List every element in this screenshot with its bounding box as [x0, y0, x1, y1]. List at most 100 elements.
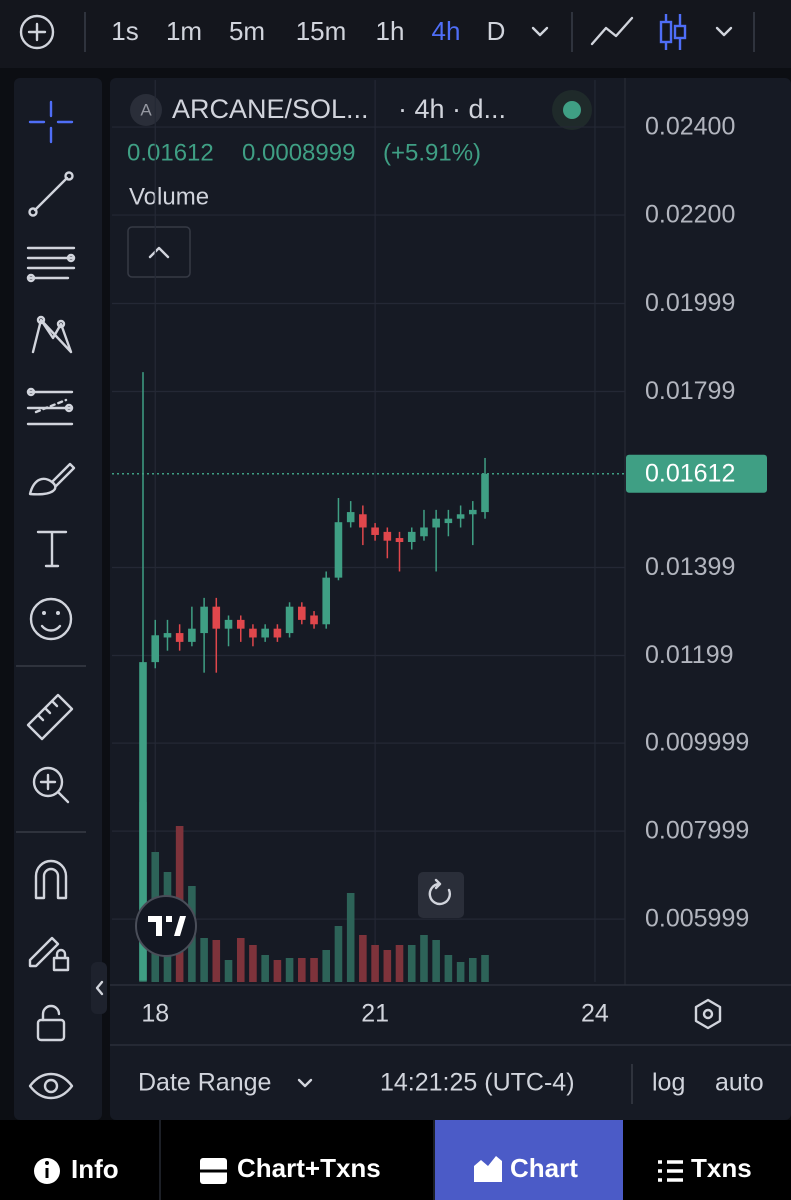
magnet-tool[interactable]	[34, 859, 68, 900]
reset-chart-button[interactable]	[418, 872, 464, 918]
interval-menu[interactable]	[531, 26, 549, 37]
volume-bar	[285, 958, 294, 982]
volume-bar	[261, 955, 269, 982]
text-tool[interactable]	[36, 530, 68, 568]
y-tick-label: 0.02200	[645, 201, 735, 229]
tradingview-logo	[135, 895, 197, 957]
tab-label[interactable]: Chart+Txns	[237, 1153, 381, 1183]
volume-bar	[273, 960, 282, 982]
clock: 14:21:25 (UTC-4)	[380, 1069, 575, 1097]
interval[interactable]: 15m	[296, 16, 347, 46]
date-range[interactable]: Date Range	[138, 1069, 271, 1097]
x-tick-label: 21	[361, 1000, 389, 1028]
candle-body	[407, 531, 416, 542]
quote-change-percent: (+5.91%)	[383, 139, 481, 166]
candle-body	[151, 635, 160, 663]
candle-body	[200, 606, 208, 634]
interval-active[interactable]: 4h	[432, 16, 461, 46]
volume-bar	[481, 955, 489, 982]
date-range-menu[interactable]	[297, 1078, 313, 1088]
pattern-tool[interactable]	[31, 315, 73, 354]
candle-body	[188, 628, 196, 642]
x-tick-label: 18	[141, 1000, 169, 1028]
candle-body	[139, 662, 147, 981]
interval[interactable]: 1m	[166, 16, 202, 46]
candle-body	[224, 619, 233, 629]
volume-bar	[456, 962, 465, 982]
candle-body	[456, 514, 465, 519]
interval[interactable]: D	[487, 16, 506, 46]
symbol-badge-bg	[130, 94, 162, 126]
tab-label[interactable]: Info	[71, 1154, 119, 1184]
volume-bar	[322, 950, 331, 982]
y-tick-label: 0.005999	[645, 905, 749, 933]
volume-bar	[200, 938, 208, 982]
auto-toggle[interactable]: auto	[715, 1069, 764, 1097]
candle-body	[273, 628, 282, 638]
log-toggle[interactable]: log	[652, 1069, 685, 1097]
volume-bar	[420, 935, 428, 982]
y-tick-label: 0.01199	[645, 641, 734, 669]
volume-bar	[346, 893, 355, 982]
candle-body	[249, 628, 257, 638]
fib-tool[interactable]	[26, 246, 76, 283]
candle-body	[322, 577, 331, 625]
tab-txns[interactable]: Txns	[658, 1153, 752, 1183]
line-chart-button[interactable]	[590, 16, 634, 46]
volume-bar	[212, 940, 221, 982]
volume-bar	[224, 960, 233, 982]
crosshair-tool[interactable]	[28, 100, 74, 144]
candle-body	[163, 633, 172, 638]
add-button[interactable]	[19, 14, 55, 50]
y-tick-label: 0.01999	[645, 289, 735, 317]
tab-chart-txns[interactable]: Chart+Txns	[200, 1153, 381, 1184]
interval[interactable]: 1h	[376, 16, 405, 46]
volume-bar	[371, 945, 379, 982]
volume-bar	[468, 958, 477, 982]
lock-tool[interactable]	[36, 1004, 66, 1042]
collapse-legend[interactable]	[127, 226, 191, 278]
ruler-tool[interactable]	[26, 693, 74, 741]
candle-chart-button[interactable]	[659, 14, 687, 50]
volume-bar	[432, 940, 440, 982]
volume-bar	[383, 950, 392, 982]
candle-body	[432, 518, 440, 528]
volume-bar	[359, 935, 367, 982]
projection-tool[interactable]	[26, 387, 74, 426]
chart-panel	[110, 78, 791, 1120]
quote-close: 0.01612	[127, 139, 214, 166]
chart-type-menu[interactable]	[715, 26, 733, 37]
lock-drawing-tool[interactable]	[28, 936, 70, 972]
tab-label[interactable]: Chart	[510, 1153, 578, 1183]
volume-bar	[310, 958, 318, 982]
candle-body	[261, 628, 269, 638]
candle-body	[175, 633, 184, 642]
emoji-tool[interactable]	[29, 597, 73, 641]
candle-body	[212, 606, 221, 629]
top-toolbar	[0, 0, 791, 68]
volume-bar	[395, 945, 404, 982]
tab-label[interactable]: Txns	[691, 1153, 752, 1183]
last-price-box	[626, 454, 767, 493]
interval[interactable]: 5m	[229, 16, 265, 46]
collapse-toolbar[interactable]	[91, 962, 107, 1014]
tab-active-bg	[435, 1120, 623, 1200]
candle-body	[285, 606, 294, 634]
interval[interactable]: 1s	[111, 16, 138, 46]
candle-body	[444, 518, 453, 524]
visibility-tool[interactable]	[28, 1072, 74, 1100]
quote-change: 0.0008999	[242, 139, 355, 166]
axis-settings-button[interactable]	[694, 998, 722, 1030]
y-tick-label: 0.01399	[645, 553, 735, 581]
status-dot	[563, 101, 581, 119]
tab-info[interactable]: Info	[34, 1154, 119, 1184]
volume-bar	[298, 958, 306, 982]
zoom-tool[interactable]	[32, 766, 70, 804]
tab-chart[interactable]: Chart	[474, 1153, 578, 1183]
trendline-tool[interactable]	[28, 171, 74, 217]
volume-bar	[334, 926, 343, 982]
symbol-title: ARCANE/SOL...	[172, 94, 369, 124]
brush-tool[interactable]	[28, 462, 76, 496]
candle-body	[371, 527, 379, 535]
